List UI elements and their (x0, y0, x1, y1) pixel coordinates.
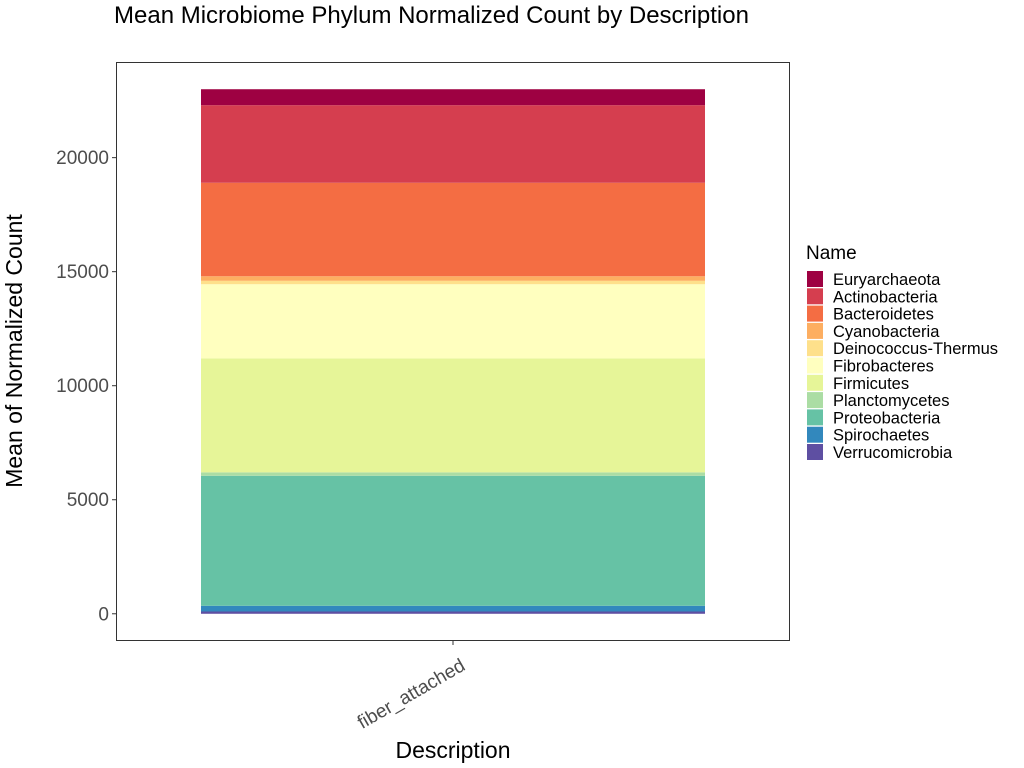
y-tick-label: 20000 (56, 148, 109, 169)
legend-title: Name (806, 243, 857, 264)
legend-label-actinobacteria: Actinobacteria (833, 288, 938, 306)
legend-key-actinobacteria (807, 288, 823, 305)
bar-segment-verrucomicrobia (201, 611, 705, 614)
legend-label-bacteroidetes: Bacteroidetes (833, 306, 934, 324)
legend-key-planctomycetes (807, 392, 823, 409)
x-axis-title: Description (395, 737, 510, 763)
bar-segment-spirochaetes (201, 605, 705, 612)
legend-key-euryarchaeota (807, 271, 823, 287)
bar-segment-euryarchaeota (201, 89, 705, 106)
y-tick-label: 15000 (56, 262, 109, 283)
legend-key-verrucomicrobia (807, 444, 823, 460)
legend-key-firmicutes (807, 374, 823, 391)
bar-segment-fibrobacteres (201, 284, 705, 359)
bar-stack (201, 89, 705, 614)
legend: Name EuryarchaeotaActinobacteriaBacteroi… (806, 243, 998, 462)
chart-title: Mean Microbiome Phylum Normalized Count … (114, 2, 749, 29)
legend-label-spirochaetes: Spirochaetes (833, 427, 929, 445)
legend-key-bacteroidetes (807, 305, 823, 322)
y-tick-label: 0 (98, 604, 109, 625)
legend-key-cyanobacteria (807, 322, 823, 339)
bar-segment-actinobacteria (201, 105, 705, 183)
legend-label-proteobacteria: Proteobacteria (833, 409, 941, 427)
bar-segment-proteobacteria (201, 475, 705, 606)
legend-label-verrucomicrobia: Verrucomicrobia (833, 444, 953, 462)
legend-label-deinococcus-thermus: Deinococcus-Thermus (833, 340, 998, 358)
bar-segment-bacteroidetes (201, 182, 705, 277)
legend-key-proteobacteria (807, 409, 823, 426)
legend-label-fibrobacteres: Fibrobacteres (833, 358, 934, 376)
legend-key-deinococcus-thermus (807, 340, 823, 357)
legend-label-planctomycetes: Planctomycetes (833, 392, 949, 410)
legend-label-cyanobacteria: Cyanobacteria (833, 323, 940, 341)
legend-key-spirochaetes (807, 426, 823, 443)
bar-segment-deinococcus-thermus (201, 280, 705, 285)
x-axis: fiber_attached (354, 640, 469, 734)
y-axis: 0 5000 10000 15000 20000 (56, 148, 117, 625)
legend-label-euryarchaeota: Euryarchaeota (833, 271, 941, 289)
bar-segment-planctomycetes (201, 472, 705, 476)
bar-segment-cyanobacteria (201, 276, 705, 281)
y-tick-label: 5000 (67, 490, 109, 511)
y-tick-label: 10000 (56, 376, 109, 397)
legend-label-firmicutes: Firmicutes (833, 375, 909, 393)
legend-key-fibrobacteres (807, 357, 823, 374)
x-tick-label: fiber_attached (354, 655, 469, 733)
bar-segment-firmicutes (201, 358, 705, 473)
y-axis-title: Mean of Normalized Count (1, 214, 27, 488)
